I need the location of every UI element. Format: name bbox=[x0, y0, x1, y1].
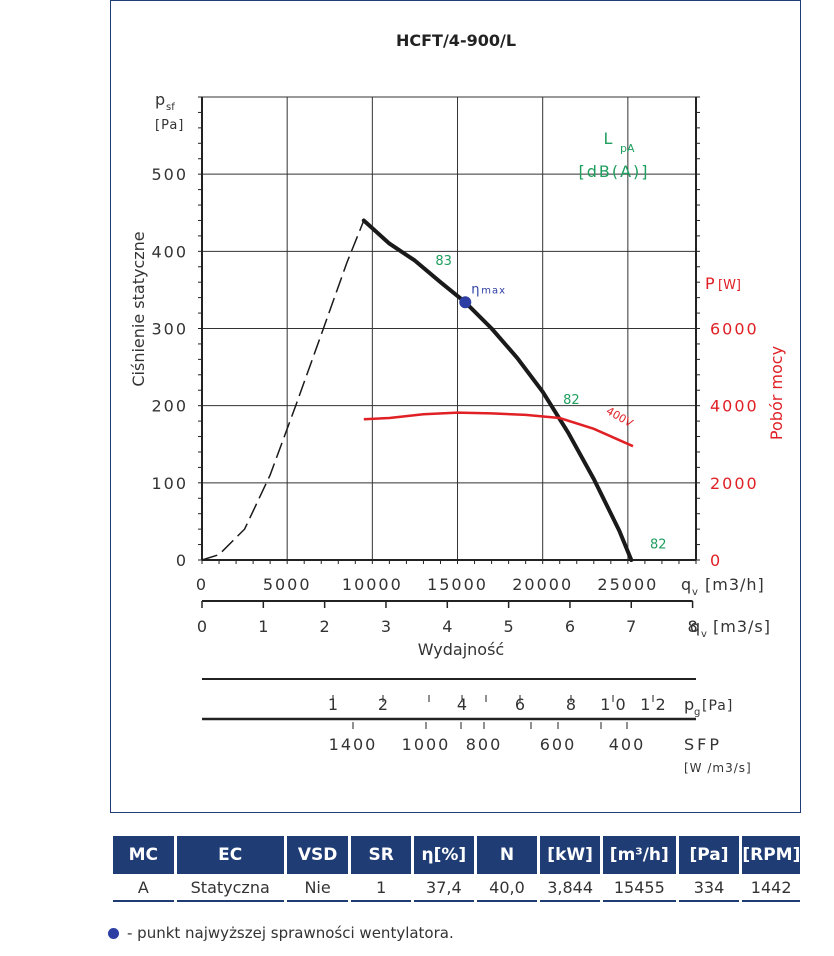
power-curve bbox=[363, 411, 634, 448]
x-axis-title: Wydajność bbox=[418, 640, 504, 659]
pg-tick-label: 1 bbox=[328, 695, 338, 714]
efficiency-point-icon bbox=[108, 927, 119, 939]
x-tick-label-m3h: 10000 bbox=[342, 575, 403, 594]
header-pressure: [Pa] bbox=[678, 836, 740, 874]
header-flow: [m³/h] bbox=[602, 836, 676, 874]
y-axis-symbol-sub: sf bbox=[166, 102, 175, 113]
x-tick-label-m3h: 0 bbox=[196, 575, 208, 594]
x-tick-label-m3s: 2 bbox=[320, 617, 330, 636]
pressure-curve bbox=[361, 218, 634, 562]
x-axis-unit-m3s: [m3/s] bbox=[713, 617, 771, 636]
sound-label-main: L bbox=[604, 129, 613, 148]
x-tick-label-m3s: 6 bbox=[565, 617, 575, 636]
pg-unit: [Pa] bbox=[702, 698, 733, 714]
x-tick-label-m3s: 8 bbox=[687, 617, 697, 636]
pg-tick-label: 1 2 bbox=[640, 695, 665, 714]
header-mc: MC bbox=[113, 836, 174, 874]
y2-tick-label: 0 bbox=[710, 551, 722, 570]
cell-ec: Statyczna bbox=[176, 874, 284, 902]
y-tick-label: 400 bbox=[151, 242, 188, 261]
header-rpm: [RPM] bbox=[742, 836, 800, 874]
pg-tick-label: 6 bbox=[515, 695, 525, 714]
sfp-tick-label: 400 bbox=[609, 735, 646, 754]
header-sr: SR bbox=[351, 836, 412, 874]
x-tick-label-m3s: 5 bbox=[504, 617, 514, 636]
pg-tick-label: 8 bbox=[566, 695, 576, 714]
x-tick-label-m3h: 5000 bbox=[263, 575, 312, 594]
table-row: A Statyczna Nie 1 37,4 40,0 3,844 15455 … bbox=[113, 874, 800, 902]
sound-label-unit: [dB(A)] bbox=[578, 162, 649, 181]
cell-efficiency: 37,4 bbox=[414, 874, 474, 902]
x-tick-label-m3s: 4 bbox=[442, 617, 452, 636]
x-tick-label-m3s: 0 bbox=[197, 617, 207, 636]
y2-tick-label: 4000 bbox=[710, 397, 759, 416]
x-tick-label-m3s: 3 bbox=[381, 617, 391, 636]
sfp-tick-label: 1400 bbox=[329, 735, 378, 754]
x-tick-label-m3h: 15000 bbox=[427, 575, 488, 594]
cell-n: 40,0 bbox=[476, 874, 538, 902]
header-efficiency: η[%] bbox=[414, 836, 474, 874]
sfp-tick-label: 600 bbox=[540, 735, 577, 754]
cell-sr: 1 bbox=[351, 874, 412, 902]
pg-tick-label: 2 bbox=[378, 695, 388, 714]
sfp-unit: [W /m3/s] bbox=[684, 761, 752, 775]
x-axis-symbol-sub-m3h: v bbox=[692, 587, 698, 598]
sound-level-mark-2: 82 bbox=[650, 537, 667, 552]
cell-mc: A bbox=[113, 874, 174, 902]
x-axis-symbol-m3h: q bbox=[681, 575, 691, 594]
pg-tick-label: 4 bbox=[457, 695, 467, 714]
chart-frame: HCFT/4-900/L 0 100 200 300 400 500 p sf [Pa] Ciśni… bbox=[110, 0, 801, 813]
x-tick-label-m3h: 25000 bbox=[597, 575, 658, 594]
y-tick-label: 200 bbox=[151, 397, 188, 416]
eta-max-label-sub: max bbox=[481, 285, 506, 296]
stall-region-curve bbox=[201, 220, 365, 561]
cell-rpm: 1442 bbox=[742, 874, 800, 902]
table-header-row: MC EC VSD SR η[%] N [kW] [m³/h] [Pa] [RP… bbox=[113, 836, 800, 874]
y2-axis-unit: [W] bbox=[718, 278, 741, 293]
header-power: [kW] bbox=[540, 836, 600, 874]
cell-vsd: Nie bbox=[286, 874, 349, 902]
y-axis-title: Ciśnienie statyczne bbox=[129, 231, 148, 386]
sfp-label: SFP bbox=[684, 735, 722, 754]
sound-level-mark-1: 82 bbox=[563, 393, 580, 408]
x-tick-label-m3s: 1 bbox=[258, 617, 268, 636]
cell-pressure: 334 bbox=[678, 874, 740, 902]
y-tick-label: 0 bbox=[176, 551, 188, 570]
y-axis-unit: [Pa] bbox=[155, 118, 184, 133]
pg-tick-label: 1 0 bbox=[600, 695, 625, 714]
eta-max-point bbox=[459, 296, 472, 309]
sfp-tick-label: 1000 bbox=[402, 735, 451, 754]
y-tick-label: 500 bbox=[151, 165, 188, 184]
fan-spec-table: MC EC VSD SR η[%] N [kW] [m³/h] [Pa] [RP… bbox=[110, 836, 803, 902]
x-axis-unit-m3h: [m3/h] bbox=[705, 575, 765, 594]
chart-title: HCFT/4-900/L bbox=[396, 31, 516, 50]
legend-note-text: - punkt najwyższej sprawności wentylator… bbox=[127, 924, 454, 942]
pg-unit-sub: g bbox=[694, 707, 700, 718]
x-axis-symbol-sub-m3s: v bbox=[701, 629, 707, 640]
header-vsd: VSD bbox=[286, 836, 349, 874]
header-ec: EC bbox=[176, 836, 284, 874]
y2-axis-symbol: P bbox=[705, 274, 715, 293]
legend-note: - punkt najwyższej sprawności wentylator… bbox=[108, 924, 454, 942]
y2-tick-label: 2000 bbox=[710, 474, 759, 493]
y2-tick-label: 6000 bbox=[710, 320, 759, 339]
y-axis-symbol: p bbox=[155, 90, 165, 109]
pg-unit-symbol: p bbox=[684, 695, 694, 714]
power-curve-label: 400V bbox=[604, 404, 636, 430]
y-tick-label: 300 bbox=[151, 320, 188, 339]
x-tick-label-m3s: 7 bbox=[626, 617, 636, 636]
y-tick-label: 100 bbox=[151, 474, 188, 493]
header-n: N bbox=[476, 836, 538, 874]
cell-flow: 15455 bbox=[602, 874, 676, 902]
x-axis-symbol-m3s: q bbox=[690, 617, 700, 636]
eta-max-label: η bbox=[471, 282, 479, 297]
sound-level-mark-0: 83 bbox=[435, 254, 452, 269]
sound-label-sub: pA bbox=[620, 142, 635, 155]
y2-axis-title: Pobór mocy bbox=[767, 346, 786, 440]
sfp-tick-label: 800 bbox=[466, 735, 503, 754]
x-tick-label-m3h: 20000 bbox=[512, 575, 573, 594]
cell-power: 3,844 bbox=[540, 874, 600, 902]
